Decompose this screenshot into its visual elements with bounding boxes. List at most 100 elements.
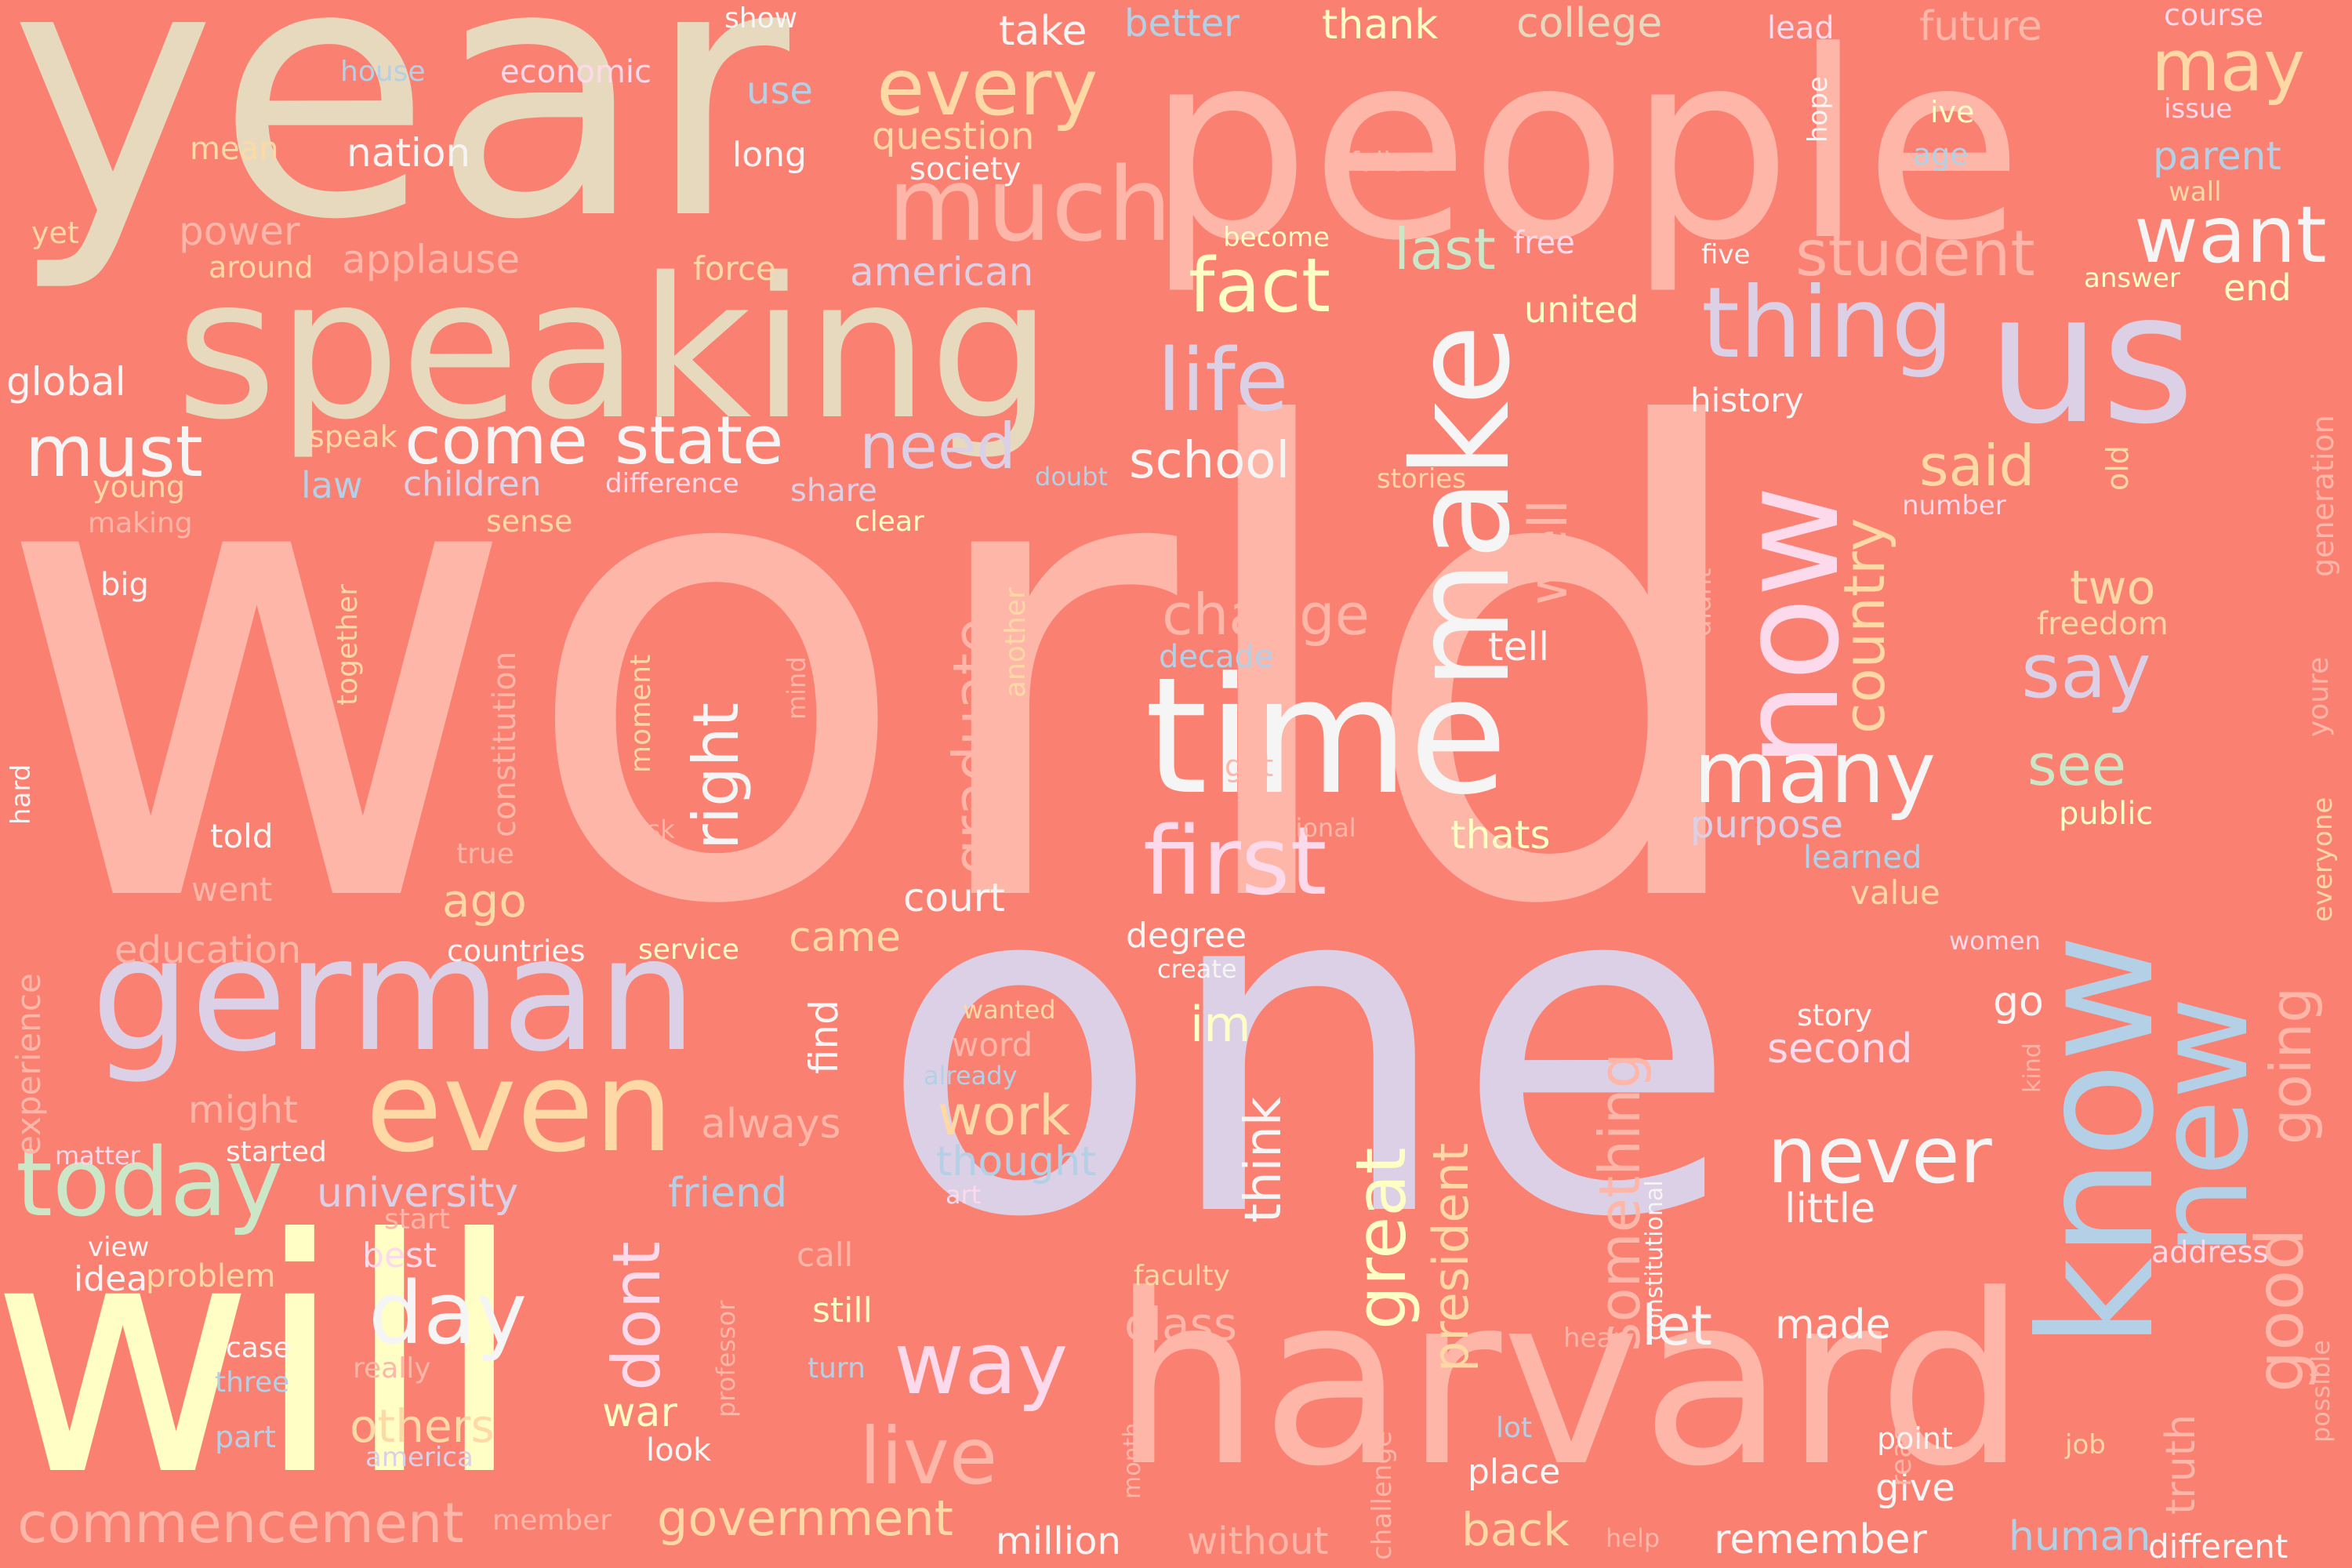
word-friend: friend	[668, 1170, 788, 1217]
word-stories: stories	[1377, 463, 1466, 495]
word-power: power	[179, 209, 300, 254]
word-university: university	[317, 1170, 519, 1217]
word-remember: remember	[1714, 1516, 1927, 1563]
word-sense: sense	[486, 504, 573, 539]
word-war: war	[602, 1389, 677, 1436]
word-others: others	[350, 1399, 495, 1453]
word-job: job	[2065, 1429, 2106, 1461]
word-doubt: doubt	[1035, 462, 1109, 492]
word-question: question	[872, 114, 1035, 158]
word-share: share	[790, 473, 877, 509]
word-wanted: wanted	[963, 995, 1056, 1025]
word-case: case	[226, 1332, 291, 1364]
word-old: old	[2100, 445, 2135, 491]
word-generation: generation	[2306, 415, 2340, 577]
word-become: become	[1223, 222, 1330, 253]
word-tell: tell	[1488, 624, 1550, 670]
word-show: show	[724, 2, 798, 34]
word-right: right	[680, 702, 753, 850]
word-service: service	[638, 934, 739, 966]
word-history: history	[1690, 381, 1804, 419]
word-one: one	[878, 780, 1739, 1319]
word-second: second	[1767, 1025, 1913, 1073]
word-never: never	[1767, 1109, 1992, 1201]
word-told: told	[210, 817, 274, 855]
word-every: every	[877, 42, 1098, 133]
word-truth: truth	[2158, 1414, 2205, 1515]
word-view: view	[88, 1232, 150, 1263]
word-president: president	[1422, 1142, 1479, 1372]
word-many: many	[1693, 722, 1936, 822]
word-dont: dont	[598, 1241, 675, 1391]
word-art: art	[946, 1180, 982, 1210]
word-will: will	[0, 1171, 524, 1547]
word-without: without	[1187, 1519, 1329, 1563]
word-must: must	[25, 411, 203, 493]
word-another: another	[1000, 587, 1032, 698]
word-everyone: everyone	[2307, 797, 2339, 922]
word-education: education	[114, 928, 302, 972]
word-lead: lead	[1767, 10, 1835, 46]
word-member: member	[492, 1504, 612, 1537]
word-lot: lot	[1496, 1412, 1533, 1444]
word-mean: mean	[190, 131, 279, 167]
word-american: american	[850, 249, 1034, 295]
word-youre: youre	[2303, 656, 2335, 737]
word-address: address	[2151, 1235, 2269, 1269]
word-america: america	[365, 1442, 474, 1473]
word-true: true	[456, 838, 514, 870]
word-big: big	[100, 567, 149, 603]
word-children: children	[403, 464, 542, 504]
word-better: better	[1124, 2, 1240, 45]
word-much: much	[887, 145, 1172, 264]
word-thats: thats	[1450, 812, 1551, 858]
word-united: united	[1524, 289, 1639, 331]
word-country: country	[1831, 517, 1897, 734]
word-hear: hear	[1563, 1323, 1624, 1354]
word-use: use	[746, 69, 813, 113]
word-issue: issue	[2164, 93, 2233, 125]
word-work: work	[938, 1083, 1071, 1148]
word-see: see	[2027, 732, 2127, 798]
word-society: society	[909, 151, 1022, 187]
word-fact: fact	[1189, 243, 1331, 329]
word-life: life	[1157, 330, 1289, 430]
word-nation: nation	[347, 130, 471, 176]
word-german: german	[91, 904, 697, 1087]
word-house: house	[340, 56, 426, 88]
word-parent: parent	[2153, 133, 2281, 179]
word-story: story	[1797, 998, 1873, 1033]
word-course: course	[2164, 0, 2264, 32]
word-thank: thank	[1322, 2, 1439, 49]
word-challenge: challenge	[1367, 1431, 1398, 1560]
word-back: back	[1461, 1503, 1570, 1556]
word-global: global	[6, 359, 126, 405]
word-turn: turn	[808, 1352, 866, 1385]
word-yet: yet	[31, 216, 79, 250]
word-im: im	[1190, 996, 1251, 1053]
word-experience: experience	[9, 973, 48, 1156]
word-going: going	[2258, 986, 2324, 1145]
word-future: future	[1919, 3, 2042, 50]
word-let: let	[1642, 1294, 1712, 1358]
word-live: live	[859, 1410, 998, 1502]
word-way: way	[894, 1313, 1069, 1414]
word-long: long	[732, 135, 807, 175]
word-time: time	[1145, 644, 1508, 830]
word-student: student	[1795, 217, 2035, 290]
word-give: give	[1875, 1466, 1955, 1510]
word-age: age	[1913, 137, 1969, 172]
word-five: five	[1701, 239, 1751, 270]
word-degree: degree	[1126, 916, 1247, 956]
word-national: national	[1254, 813, 1356, 843]
word-learned: learned	[1803, 840, 1922, 876]
word-change: change	[1162, 582, 1370, 648]
word-million: million	[996, 1519, 1121, 1563]
word-today: today	[16, 1129, 284, 1238]
word-even: even	[365, 1033, 673, 1180]
word-class: class	[1124, 1298, 1237, 1351]
word-may: may	[2151, 25, 2306, 107]
word-well: well	[1518, 499, 1580, 605]
word-last: last	[1394, 216, 1496, 282]
word-come: come	[405, 402, 588, 480]
